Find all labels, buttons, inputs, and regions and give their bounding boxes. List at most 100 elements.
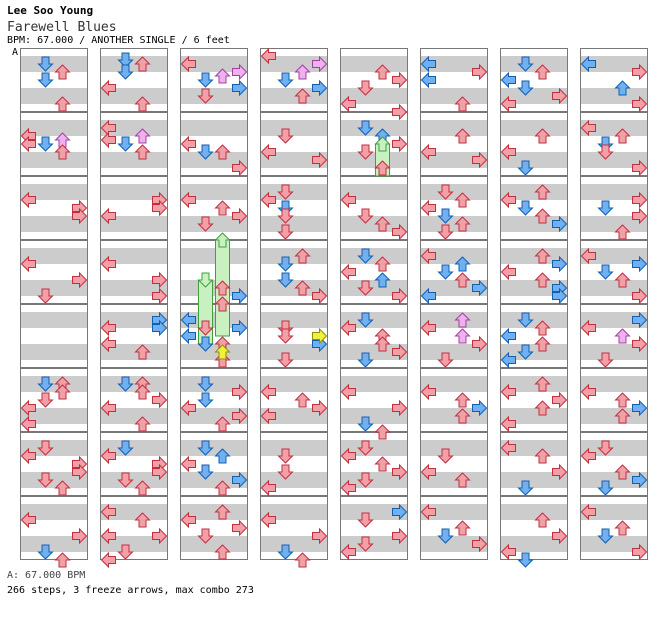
up-arrow-icon (294, 248, 311, 264)
down-arrow-icon (277, 128, 294, 144)
beat-stripe (20, 312, 88, 328)
right-arrow-icon (392, 103, 408, 121)
left-arrow-icon (100, 79, 116, 97)
measure-box (260, 176, 328, 240)
down-arrow-icon (197, 392, 214, 408)
beat-stripe (180, 376, 248, 392)
up-arrow-icon (454, 216, 471, 232)
beat-stripe (180, 408, 248, 424)
measure-border (340, 176, 408, 240)
right-arrow-icon (232, 79, 248, 97)
left-arrow-icon (420, 247, 436, 265)
measure-border (340, 48, 408, 112)
measure-border (580, 432, 648, 496)
up-arrow-icon (614, 80, 631, 96)
beat-stripe (500, 120, 568, 136)
beat-stripe (20, 408, 88, 424)
right-arrow-icon (72, 463, 88, 481)
beat-stripe (340, 120, 408, 136)
measure-box (20, 304, 88, 368)
beat-stripe (340, 472, 408, 488)
left-arrow-icon (260, 191, 276, 209)
up-arrow-icon (214, 448, 231, 464)
beat-stripe (20, 376, 88, 392)
measure-box (500, 432, 568, 496)
left-arrow-icon (100, 527, 116, 545)
down-arrow-icon (357, 472, 374, 488)
left-arrow-icon (500, 351, 516, 369)
right-arrow-icon (472, 279, 488, 297)
measure-box (260, 496, 328, 560)
bpm-marker-label: A (12, 47, 19, 58)
measure-border (20, 304, 88, 368)
down-arrow-icon (277, 208, 294, 224)
right-arrow-icon (152, 527, 168, 545)
down-arrow-icon (197, 320, 214, 336)
down-arrow-icon (357, 248, 374, 264)
up-arrow-icon (374, 160, 391, 176)
beat-stripe (180, 120, 248, 136)
down-arrow-icon (37, 136, 54, 152)
measure-border (20, 176, 88, 240)
measure-border (340, 304, 408, 368)
left-arrow-icon (260, 511, 276, 529)
down-arrow-icon (117, 52, 134, 68)
down-arrow-icon (437, 264, 454, 280)
beat-stripe (500, 280, 568, 296)
right-arrow-icon (392, 399, 408, 417)
measure-border (260, 48, 328, 112)
up-arrow-icon (294, 280, 311, 296)
down-arrow-icon (357, 352, 374, 368)
down-arrow-icon (517, 344, 534, 360)
left-arrow-icon (500, 143, 516, 161)
beat-stripe (420, 472, 488, 488)
right-arrow-icon (72, 527, 88, 545)
beat-stripe (260, 536, 328, 552)
beat-stripe (260, 376, 328, 392)
measure-box (500, 496, 568, 560)
chart-column-5 (340, 48, 408, 560)
down-arrow-icon (597, 352, 614, 368)
down-arrow-icon (517, 56, 534, 72)
left-arrow-icon (580, 247, 596, 265)
left-arrow-icon (580, 319, 596, 337)
up-arrow-icon (454, 192, 471, 208)
beat-stripe (420, 184, 488, 200)
right-arrow-icon (312, 527, 328, 545)
measure-box (340, 496, 408, 560)
beat-stripe (420, 88, 488, 104)
measure-box (20, 176, 88, 240)
down-arrow-icon (277, 72, 294, 88)
beat-stripe (100, 120, 168, 136)
up-arrow-icon (374, 424, 391, 440)
right-arrow-icon (392, 287, 408, 305)
left-arrow-icon (340, 447, 356, 465)
up-arrow-icon (214, 280, 231, 296)
right-arrow-icon (472, 63, 488, 81)
beat-stripe (340, 280, 408, 296)
left-arrow-icon (420, 71, 436, 89)
left-arrow-icon (20, 255, 36, 273)
beat-stripe (20, 216, 88, 232)
down-arrow-icon (357, 312, 374, 328)
measure-box (100, 368, 168, 432)
up-arrow-icon (614, 272, 631, 288)
up-arrow-icon (134, 144, 151, 160)
beat-stripe (580, 440, 648, 456)
down-arrow-icon (597, 528, 614, 544)
up-arrow-icon (214, 200, 231, 216)
left-arrow-icon (20, 447, 36, 465)
right-arrow-icon (552, 391, 568, 409)
up-arrow-icon (614, 464, 631, 480)
down-arrow-icon (597, 264, 614, 280)
down-arrow-icon (37, 72, 54, 88)
down-arrow-icon (597, 200, 614, 216)
up-arrow-icon (294, 64, 311, 80)
right-arrow-icon (552, 215, 568, 233)
right-arrow-icon (632, 95, 648, 113)
up-arrow-icon (294, 88, 311, 104)
down-arrow-icon (277, 272, 294, 288)
beat-stripe (580, 408, 648, 424)
measure-box (100, 48, 168, 112)
